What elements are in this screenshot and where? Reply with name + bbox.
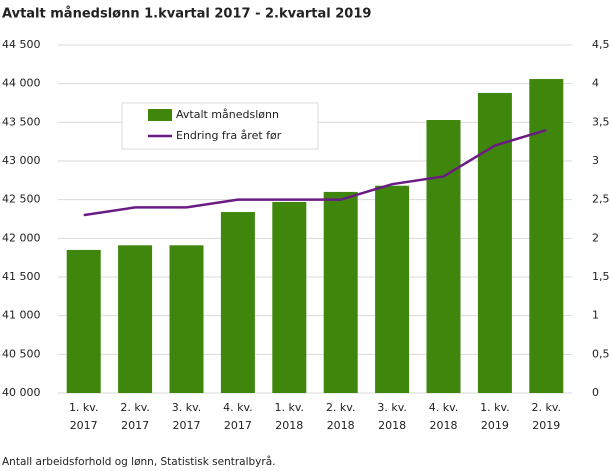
legend-label: Endring fra året før <box>176 129 282 142</box>
y-tick-label: 43 500 <box>2 115 41 128</box>
y-tick-label: 44 000 <box>2 77 41 90</box>
bar <box>118 245 153 393</box>
y2-tick-label: 1 <box>592 309 599 322</box>
x-tick-label: 4. kv. 2017 <box>223 401 253 432</box>
bar <box>169 245 204 393</box>
x-tick-label: 3. kv. 2018 <box>377 401 407 432</box>
x-tick-label: 2. kv. 2019 <box>532 401 562 432</box>
y2-tick-label: 4,5 <box>592 38 610 51</box>
bar <box>272 201 307 393</box>
legend-swatch <box>148 109 172 121</box>
bar <box>323 191 358 393</box>
y-tick-label: 42 500 <box>2 193 41 206</box>
x-tick-label: 1. kv. 2018 <box>275 401 305 432</box>
y2-tick-label: 2 <box>592 231 599 244</box>
y2-tick-label: 0 <box>592 386 599 399</box>
y-tick-label: 44 500 <box>2 38 41 51</box>
y2-tick-label: 4 <box>592 77 599 90</box>
y-tick-label: 41 000 <box>2 309 41 322</box>
chart-title: Avtalt månedslønn 1.kvartal 2017 - 2.kva… <box>2 7 371 22</box>
y2-tick-label: 1,5 <box>592 270 610 283</box>
x-tick-label: 1. kv. 2019 <box>480 401 510 432</box>
bar <box>220 212 255 393</box>
bar <box>477 92 512 394</box>
y2-tick-label: 0,5 <box>592 347 610 360</box>
x-tick-label: 3. kv. 2017 <box>172 401 202 432</box>
y-tick-label: 40 500 <box>2 347 41 360</box>
bar <box>529 79 564 393</box>
y-tick-label: 41 500 <box>2 270 41 283</box>
x-tick-label: 4. kv. 2018 <box>429 401 459 432</box>
bar <box>66 249 101 393</box>
x-tick-label: 1. kv. 2017 <box>69 401 99 432</box>
y2-tick-label: 2,5 <box>592 193 610 206</box>
y2-tick-label: 3 <box>592 154 599 167</box>
x-tick-label: 2. kv. 2018 <box>326 401 356 432</box>
bar <box>426 120 461 393</box>
x-tick-label: 2. kv. 2017 <box>120 401 150 432</box>
bar <box>375 185 410 393</box>
legend-label: Avtalt månedslønn <box>176 108 279 121</box>
source: Antall arbeidsforhold og lønn, Statistis… <box>2 455 275 468</box>
y2-tick-label: 3,5 <box>592 115 610 128</box>
line <box>83 128 547 217</box>
y-tick-label: 42 000 <box>2 231 41 244</box>
y-tick-label: 40 000 <box>2 386 41 399</box>
y-tick-label: 43 000 <box>2 154 41 167</box>
